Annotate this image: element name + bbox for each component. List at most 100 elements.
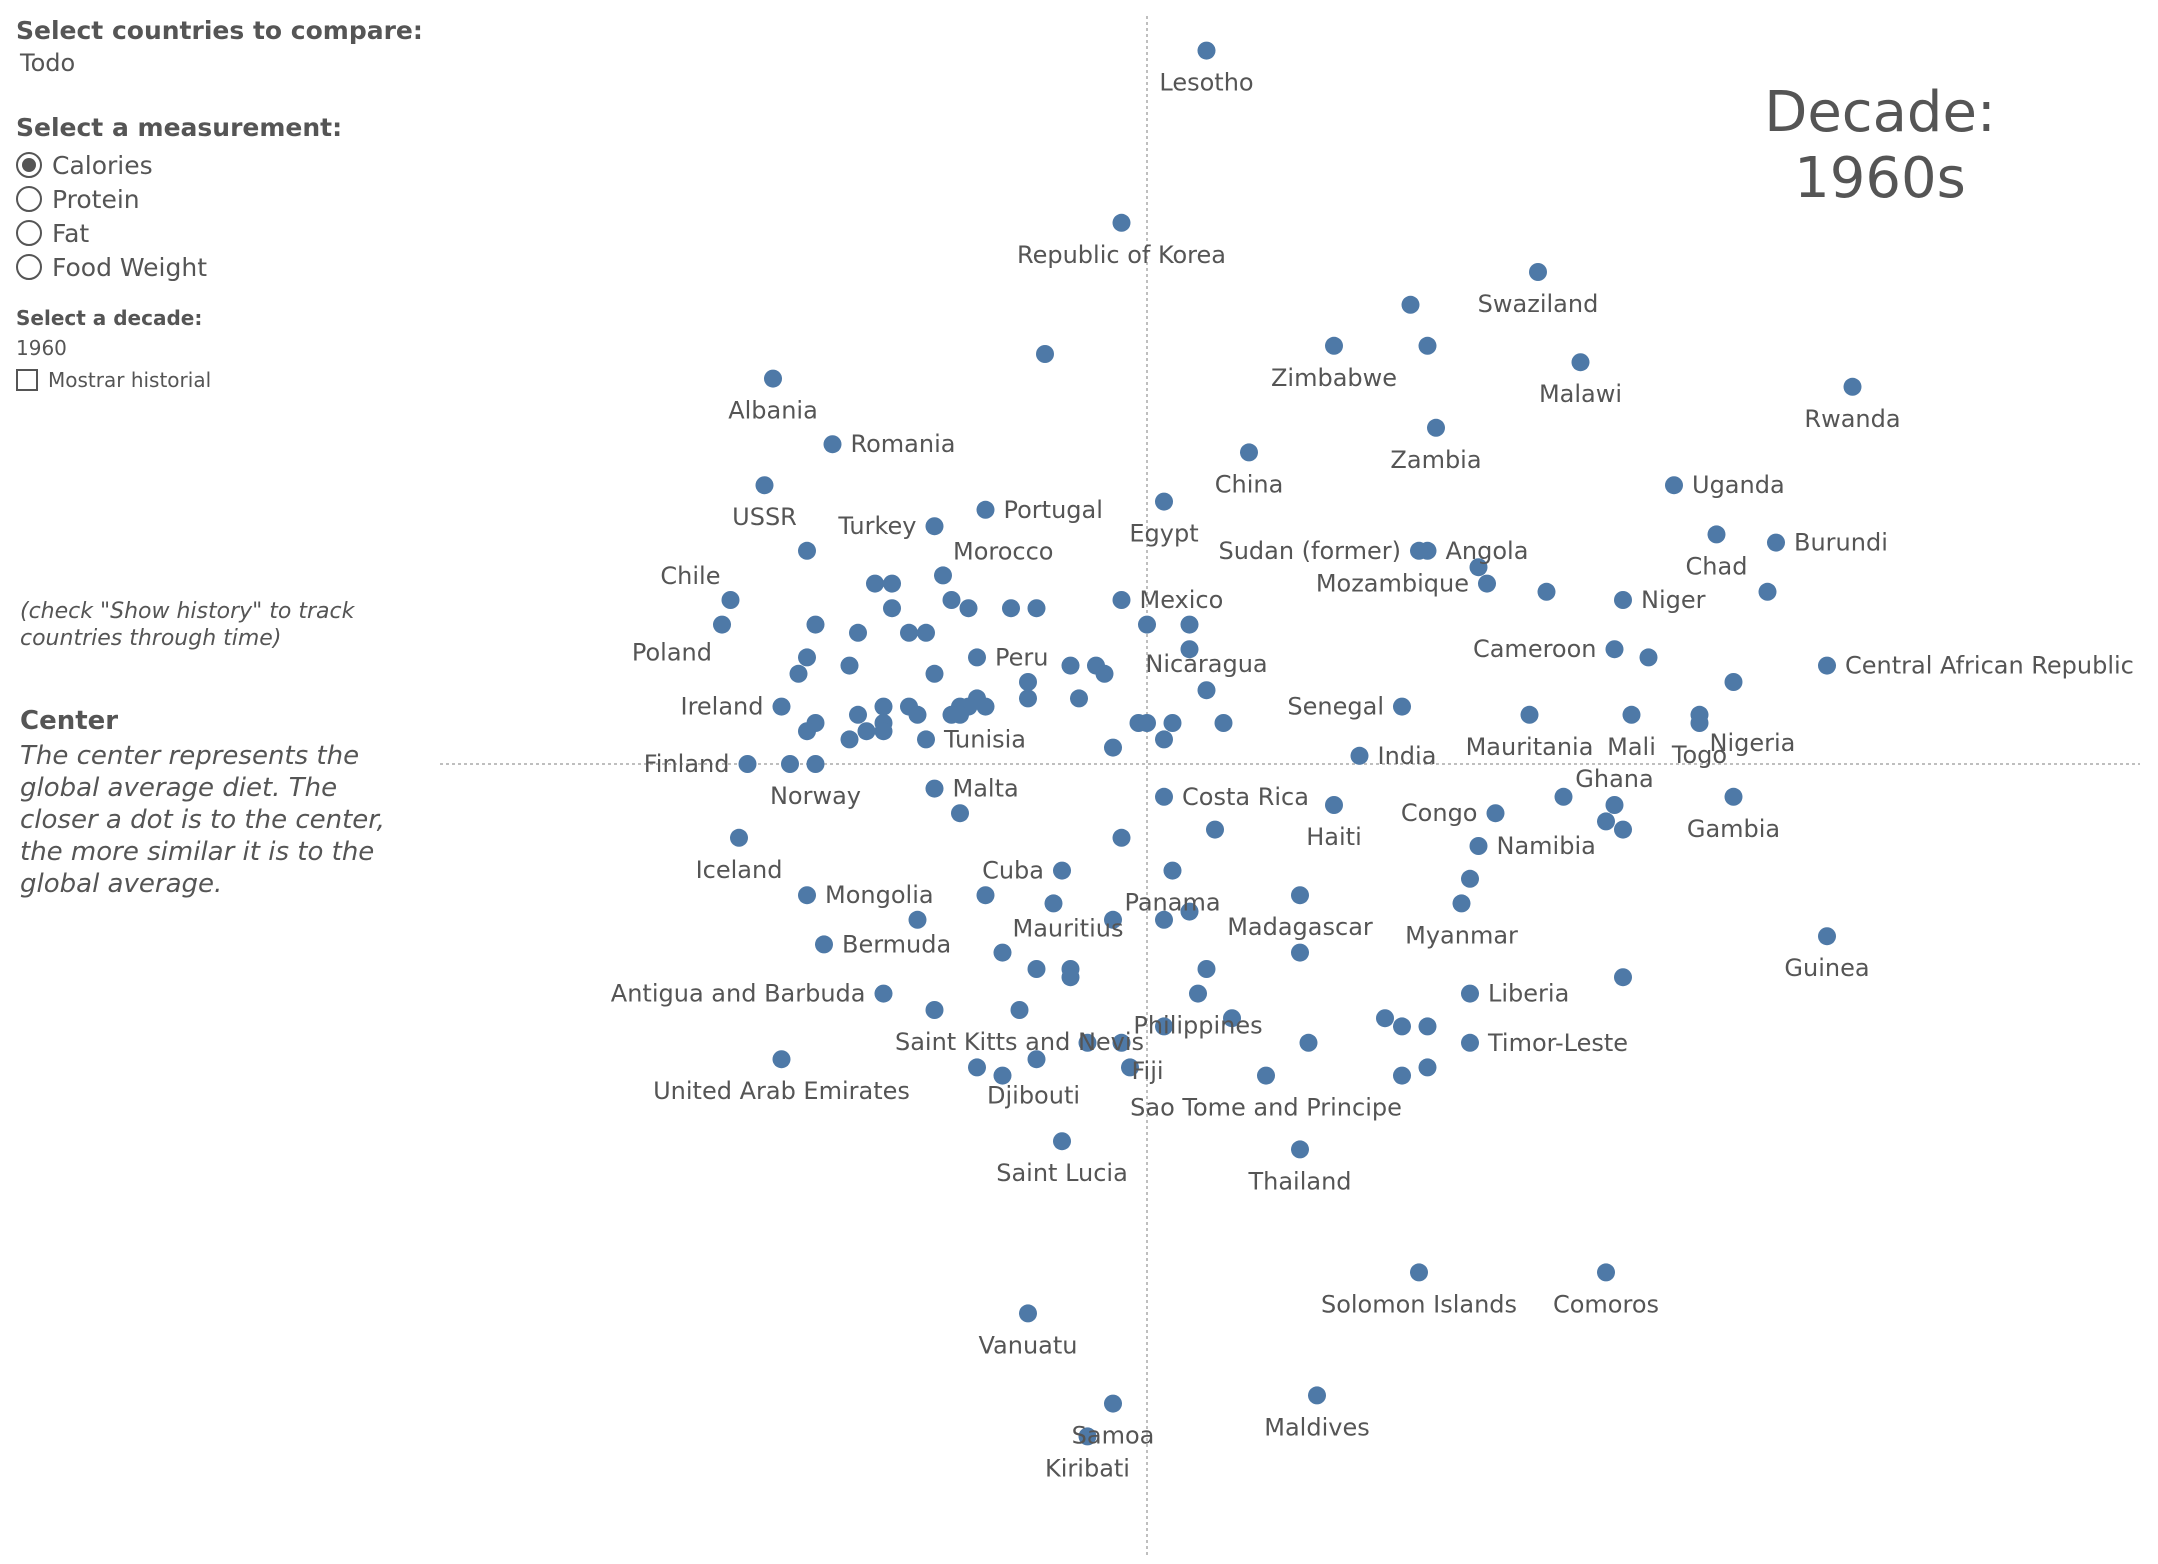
- data-point[interactable]: [993, 1066, 1012, 1085]
- data-point[interactable]: [1027, 1050, 1046, 1069]
- data-point[interactable]: [883, 574, 901, 593]
- data-point[interactable]: [1291, 1140, 1309, 1159]
- data-point[interactable]: [1163, 861, 1182, 880]
- data-point[interactable]: [976, 500, 995, 519]
- data-point[interactable]: [925, 779, 944, 798]
- data-point[interactable]: [823, 435, 842, 454]
- data-point[interactable]: [1078, 1033, 1097, 1052]
- data-point[interactable]: [874, 697, 893, 716]
- data-point[interactable]: [1529, 263, 1547, 281]
- data-point[interactable]: [730, 828, 748, 847]
- data-point[interactable]: [1622, 705, 1641, 724]
- data-point[interactable]: [942, 591, 961, 609]
- data-point[interactable]: [1410, 1263, 1428, 1282]
- data-point[interactable]: [1053, 1132, 1071, 1151]
- radio-button-icon[interactable]: [16, 152, 42, 178]
- data-point[interactable]: [1597, 1263, 1615, 1282]
- data-point[interactable]: [1112, 828, 1131, 847]
- data-point[interactable]: [721, 591, 740, 609]
- data-point[interactable]: [976, 886, 995, 905]
- data-point[interactable]: [1019, 1304, 1037, 1323]
- data-point[interactable]: [738, 755, 757, 773]
- data-point[interactable]: [1393, 697, 1411, 716]
- data-point[interactable]: [1027, 599, 1046, 618]
- data-point[interactable]: [1724, 787, 1743, 806]
- data-point[interactable]: [1818, 656, 1836, 675]
- data-point[interactable]: [1690, 714, 1709, 732]
- data-point[interactable]: [1325, 796, 1343, 814]
- data-point[interactable]: [1180, 615, 1199, 634]
- data-point[interactable]: [934, 566, 952, 585]
- data-point[interactable]: [1554, 787, 1573, 806]
- data-point[interactable]: [1053, 861, 1071, 880]
- data-point[interactable]: [1605, 640, 1624, 659]
- data-point[interactable]: [1155, 787, 1173, 806]
- data-point[interactable]: [1767, 533, 1785, 552]
- data-point[interactable]: [1418, 1017, 1437, 1036]
- data-point[interactable]: [772, 1050, 791, 1069]
- data-point[interactable]: [1291, 886, 1309, 905]
- data-point[interactable]: [1104, 1394, 1122, 1413]
- data-point[interactable]: [849, 623, 867, 642]
- data-point[interactable]: [925, 517, 944, 536]
- data-point[interactable]: [798, 886, 816, 905]
- data-point[interactable]: [1104, 910, 1122, 929]
- data-point[interactable]: [1758, 582, 1777, 601]
- data-point[interactable]: [1724, 673, 1743, 691]
- data-point[interactable]: [908, 910, 927, 929]
- radio-fat[interactable]: Fat: [16, 216, 436, 250]
- data-point[interactable]: [1180, 902, 1199, 921]
- data-point[interactable]: [900, 623, 918, 642]
- data-point[interactable]: [1418, 336, 1437, 355]
- data-point[interactable]: [1614, 591, 1632, 609]
- data-point[interactable]: [789, 664, 808, 683]
- data-point[interactable]: [1486, 804, 1505, 823]
- data-point[interactable]: [1214, 714, 1233, 732]
- data-point[interactable]: [840, 730, 859, 749]
- data-point[interactable]: [798, 541, 816, 560]
- data-point[interactable]: [1818, 927, 1836, 946]
- data-point[interactable]: [857, 722, 876, 741]
- data-point[interactable]: [1605, 796, 1624, 814]
- data-point[interactable]: [1461, 1033, 1479, 1052]
- data-point[interactable]: [1257, 1066, 1275, 1085]
- data-point[interactable]: [951, 804, 969, 823]
- data-point[interactable]: [942, 705, 961, 724]
- data-point[interactable]: [908, 705, 927, 724]
- data-point[interactable]: [1452, 894, 1471, 913]
- data-point[interactable]: [976, 697, 995, 716]
- data-point[interactable]: [1044, 894, 1063, 913]
- data-point[interactable]: [1376, 1009, 1394, 1028]
- data-point[interactable]: [1478, 574, 1496, 593]
- data-point[interactable]: [959, 599, 978, 618]
- data-point[interactable]: [772, 697, 791, 716]
- data-point[interactable]: [1427, 418, 1445, 437]
- history-checkbox[interactable]: Mostrar historial: [16, 368, 436, 392]
- data-point[interactable]: [755, 476, 774, 495]
- data-point[interactable]: [1138, 714, 1156, 732]
- data-point[interactable]: [1291, 943, 1309, 962]
- data-point[interactable]: [1325, 336, 1343, 355]
- data-point[interactable]: [866, 574, 884, 593]
- data-point[interactable]: [1707, 525, 1726, 544]
- data-point[interactable]: [806, 615, 825, 634]
- radio-protein[interactable]: Protein: [16, 182, 436, 216]
- data-point[interactable]: [764, 369, 782, 388]
- data-point[interactable]: [1027, 960, 1046, 978]
- data-point[interactable]: [1571, 353, 1590, 372]
- data-point[interactable]: [993, 943, 1012, 962]
- data-point[interactable]: [1393, 1066, 1411, 1085]
- decade-value[interactable]: 1960: [16, 336, 67, 360]
- data-point[interactable]: [1223, 1009, 1241, 1028]
- radio-calories[interactable]: Calories: [16, 148, 436, 182]
- data-point[interactable]: [968, 648, 986, 667]
- data-point[interactable]: [1163, 714, 1182, 732]
- data-point[interactable]: [1410, 541, 1428, 560]
- data-point[interactable]: [1155, 910, 1173, 929]
- data-point[interactable]: [849, 705, 867, 724]
- data-point[interactable]: [798, 648, 816, 667]
- data-point[interactable]: [1155, 1017, 1173, 1036]
- data-point[interactable]: [1393, 1017, 1411, 1036]
- data-point[interactable]: [1155, 492, 1173, 511]
- data-point[interactable]: [1206, 820, 1224, 839]
